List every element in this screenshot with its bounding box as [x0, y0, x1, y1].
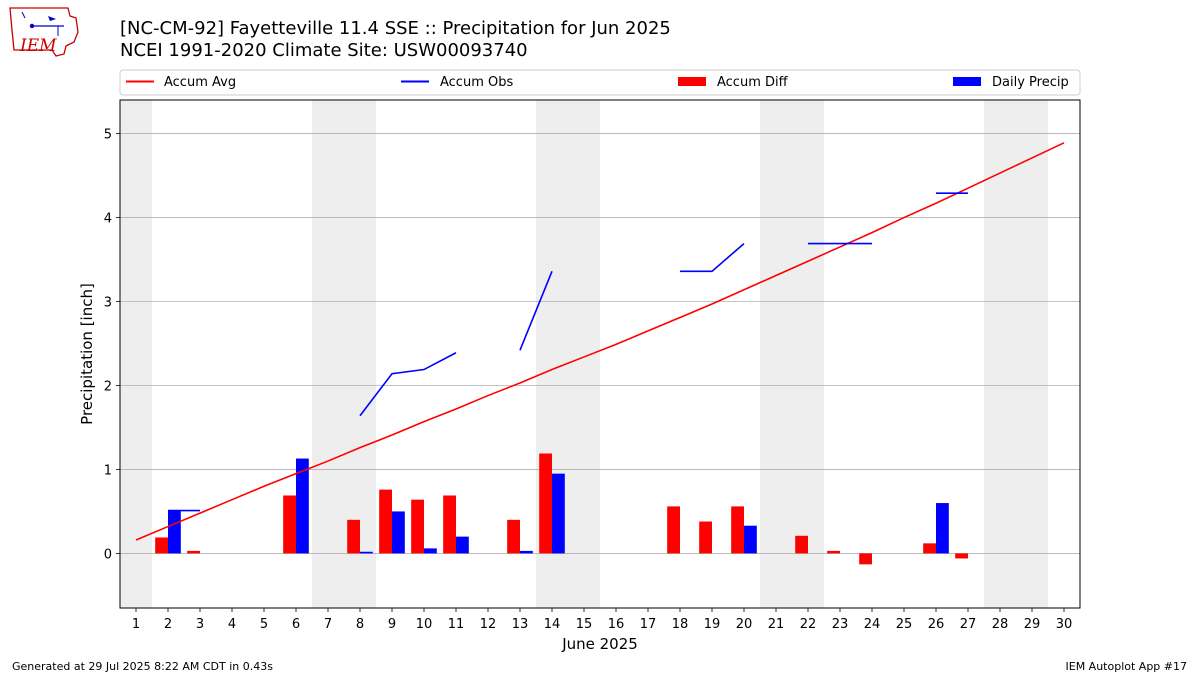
legend-swatch-accum-diff — [678, 77, 706, 86]
plot-frame — [119, 99, 1081, 609]
weekend-band-7 — [312, 100, 344, 608]
bar-accum-diff-day-20 — [731, 506, 744, 554]
bar-daily-precip-day-14 — [552, 473, 565, 554]
x-tick-label-27: 27 — [960, 617, 977, 632]
iem-logo: IEM — [9, 7, 79, 57]
x-tick-label-28: 28 — [992, 617, 1009, 632]
x-tick-label-8: 8 — [356, 617, 364, 632]
x-tick-label-17: 17 — [640, 617, 657, 632]
x-tick-label-20: 20 — [736, 617, 753, 632]
legend-label-accum-diff: Accum Diff — [717, 75, 789, 90]
x-tick-label-23: 23 — [832, 617, 849, 632]
bar-daily-precip-day-26 — [936, 503, 949, 554]
x-axis-label: June 2025 — [561, 635, 638, 653]
bar-daily-precip-day-20 — [744, 525, 757, 554]
bar-accum-diff-day-22 — [795, 535, 808, 554]
y-tick-label-1: 1 — [104, 463, 112, 478]
x-tick-label-13: 13 — [512, 617, 529, 632]
x-tick-label-18: 18 — [672, 617, 689, 632]
accum-obs-line-segment-3 — [519, 270, 553, 351]
weekend-band-15 — [568, 100, 600, 608]
x-tick-label-25: 25 — [896, 617, 913, 632]
logo-text: IEM — [19, 36, 57, 56]
x-tick-label-6: 6 — [292, 617, 300, 632]
legend-label-accum-avg: Accum Avg — [164, 75, 236, 90]
bar-accum-diff-day-27 — [955, 553, 968, 559]
legend-label-accum-obs: Accum Obs — [440, 75, 513, 90]
y-tick-label-3: 3 — [104, 296, 112, 311]
bar-daily-precip-day-13 — [520, 550, 533, 554]
x-tick-label-24: 24 — [864, 617, 881, 632]
x-tick-label-9: 9 — [388, 617, 396, 632]
weekend-band-21 — [760, 100, 792, 608]
x-tick-label-10: 10 — [416, 617, 433, 632]
bar-accum-diff-day-2 — [155, 537, 168, 554]
chart-title: [NC-CM-92] Fayetteville 11.4 SSE :: Prec… — [120, 18, 671, 39]
bar-accum-diff-day-14 — [539, 453, 552, 554]
bar-daily-precip-day-2 — [168, 510, 181, 554]
bar-accum-diff-day-26 — [923, 543, 936, 554]
x-tick-label-22: 22 — [800, 617, 817, 632]
legend-box — [119, 69, 1081, 96]
y-tick-label-5: 5 — [104, 128, 112, 143]
weekend-band-28 — [984, 100, 1016, 608]
bar-daily-precip-day-11 — [456, 536, 469, 554]
bar-daily-precip-day-6 — [296, 458, 309, 554]
x-tick-label-5: 5 — [260, 617, 268, 632]
bar-daily-precip-day-10 — [424, 548, 437, 554]
y-axis-label: Precipitation [inch] — [78, 283, 96, 425]
accum-avg-line-segment-1 — [135, 142, 1065, 541]
legend-label-daily-precip: Daily Precip — [992, 75, 1069, 90]
x-tick-label-19: 19 — [704, 617, 721, 632]
x-tick-label-15: 15 — [576, 617, 593, 632]
x-tick-label-16: 16 — [608, 617, 625, 632]
legend-swatch-daily-precip — [953, 77, 981, 86]
x-tick-label-26: 26 — [928, 617, 945, 632]
bar-accum-diff-day-8 — [347, 519, 360, 554]
bar-accum-diff-day-13 — [507, 519, 520, 554]
x-tick-label-4: 4 — [228, 617, 236, 632]
x-tick-label-30: 30 — [1056, 617, 1073, 632]
y-tick-label-2: 2 — [104, 379, 112, 394]
bar-accum-diff-day-19 — [699, 521, 712, 554]
bar-accum-diff-day-18 — [667, 506, 680, 554]
y-tick-label-4: 4 — [104, 212, 112, 227]
bar-accum-diff-day-24 — [859, 553, 872, 565]
accum-obs-line-segment-2 — [359, 352, 457, 417]
x-tick-label-7: 7 — [324, 617, 332, 632]
y-tick-label-0: 0 — [104, 547, 112, 562]
bar-daily-precip-day-9 — [392, 511, 405, 554]
chart-subtitle: NCEI 1991-2020 Climate Site: USW00093740 — [120, 40, 528, 61]
bar-accum-diff-day-10 — [411, 499, 424, 554]
weekend-band-22 — [792, 100, 824, 608]
bar-daily-precip-day-8 — [360, 551, 373, 554]
bar-accum-diff-day-11 — [443, 495, 456, 554]
x-tick-label-1: 1 — [132, 617, 140, 632]
generated-note: Generated at 29 Jul 2025 8:22 AM CDT in … — [12, 660, 273, 673]
weekend-band-1 — [120, 100, 152, 608]
x-tick-label-21: 21 — [768, 617, 785, 632]
bar-accum-diff-day-3 — [187, 550, 200, 554]
x-tick-label-2: 2 — [164, 617, 172, 632]
x-tick-label-14: 14 — [544, 617, 561, 632]
accum-obs-line-segment-4 — [680, 242, 745, 273]
app-label: IEM Autoplot App #17 — [1065, 660, 1188, 673]
x-tick-label-3: 3 — [196, 617, 204, 632]
x-tick-label-12: 12 — [480, 617, 497, 632]
bar-accum-diff-day-9 — [379, 489, 392, 554]
bar-accum-diff-day-6 — [283, 495, 296, 554]
x-tick-label-29: 29 — [1024, 617, 1041, 632]
weekend-band-29 — [1016, 100, 1048, 608]
x-tick-label-11: 11 — [448, 617, 465, 632]
bar-accum-diff-day-23 — [827, 550, 840, 554]
